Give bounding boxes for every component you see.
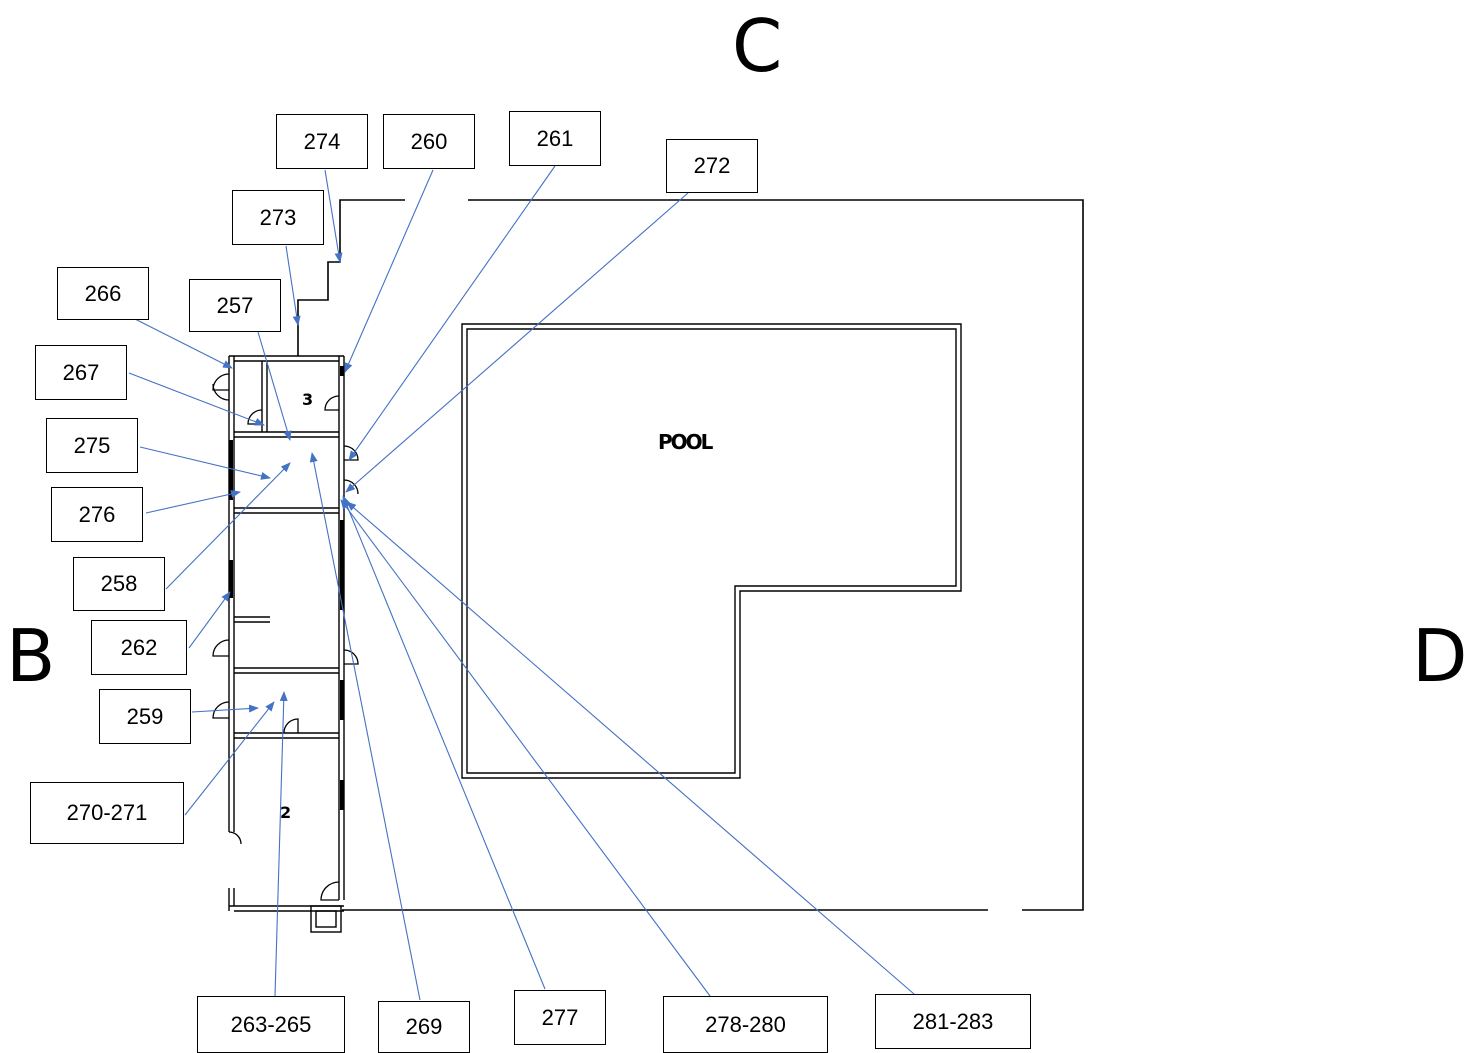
windows bbox=[229, 366, 344, 810]
deck-boundary bbox=[297, 199, 1084, 911]
callout-273: 273 bbox=[232, 190, 324, 245]
callout-278-280: 278-280 bbox=[663, 996, 828, 1053]
callout-262: 262 bbox=[91, 620, 187, 675]
callout-275: 275 bbox=[46, 418, 138, 473]
direction-b: B bbox=[6, 614, 56, 698]
callout-257: 257 bbox=[189, 279, 281, 332]
pool-label: POOL bbox=[658, 430, 714, 454]
callout-266: 266 bbox=[57, 267, 149, 320]
callout-281-283: 281-283 bbox=[875, 994, 1031, 1049]
callout-276: 276 bbox=[51, 487, 143, 542]
direction-d: D bbox=[1412, 614, 1468, 698]
callout-270-271: 270-271 bbox=[30, 782, 184, 844]
callout-277: 277 bbox=[514, 990, 606, 1045]
leader-lines bbox=[128, 165, 915, 1001]
callout-259: 259 bbox=[99, 689, 191, 744]
callout-260: 260 bbox=[383, 114, 475, 169]
room-label-2: 2 bbox=[280, 803, 291, 822]
direction-c: C bbox=[732, 4, 783, 88]
callout-263-265: 263-265 bbox=[197, 996, 345, 1053]
pool-outline bbox=[461, 323, 962, 779]
door-swings bbox=[212, 373, 359, 901]
callout-274: 274 bbox=[276, 114, 368, 169]
building-walls bbox=[228, 355, 345, 933]
callout-261: 261 bbox=[509, 111, 601, 166]
callout-269: 269 bbox=[378, 1001, 470, 1053]
callout-267: 267 bbox=[35, 345, 127, 400]
callout-258: 258 bbox=[73, 557, 165, 611]
callout-272: 272 bbox=[666, 139, 758, 193]
room-label-3: 3 bbox=[302, 390, 313, 409]
